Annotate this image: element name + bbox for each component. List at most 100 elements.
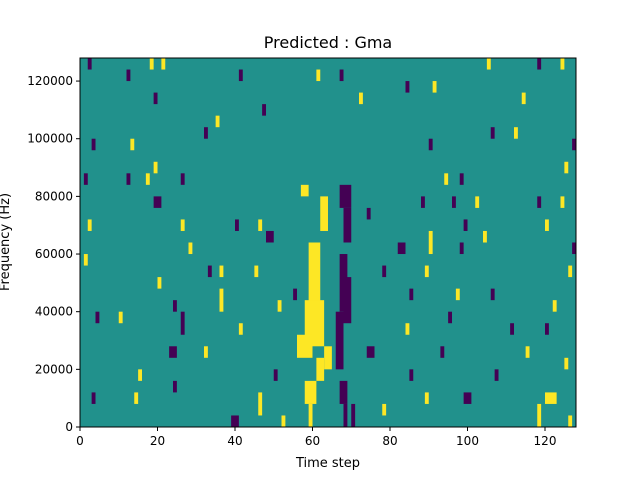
heatmap-cell-negative bbox=[91, 392, 96, 404]
heatmap-cell-positive bbox=[514, 127, 518, 139]
heatmap-cell-positive bbox=[320, 196, 328, 231]
heatmap-cell-positive bbox=[87, 219, 92, 231]
heatmap-cell-positive bbox=[525, 346, 530, 358]
heatmap-cell-positive bbox=[382, 403, 387, 416]
heatmap-cell-positive bbox=[568, 265, 573, 278]
heatmap-cell-negative bbox=[126, 173, 131, 185]
x-tick-label: 0 bbox=[76, 434, 84, 448]
x-tick-label: 120 bbox=[534, 434, 557, 448]
heatmap-cell-positive bbox=[444, 173, 449, 185]
heatmap-cell-positive bbox=[486, 58, 491, 70]
y-tick-label: 0 bbox=[65, 420, 73, 434]
heatmap-cell-negative bbox=[87, 58, 92, 70]
heatmap-cell-negative bbox=[537, 58, 542, 70]
chart-title: Predicted : Gma bbox=[264, 33, 392, 52]
heatmap-cell-positive bbox=[316, 357, 325, 381]
heatmap-cell-negative bbox=[339, 380, 348, 404]
heatmap-cell-positive bbox=[545, 219, 549, 231]
heatmap-cell-negative bbox=[545, 323, 549, 335]
heatmap-cell-positive bbox=[432, 81, 437, 93]
heatmap-cell-negative bbox=[382, 265, 387, 278]
heatmap-cell-positive bbox=[560, 196, 565, 208]
heatmap-cell-negative bbox=[91, 138, 96, 151]
heatmap-cell-negative bbox=[366, 346, 375, 358]
heatmap-cell-negative bbox=[207, 265, 212, 278]
heatmap-cell-negative bbox=[173, 300, 177, 312]
heatmap-cell-positive bbox=[254, 265, 259, 278]
heatmap-cell-positive bbox=[180, 219, 185, 231]
heatmap-cell-negative bbox=[153, 92, 158, 105]
heatmap-cell-positive bbox=[118, 311, 123, 324]
heatmap-cell-negative bbox=[537, 196, 542, 208]
heatmap-cell-positive bbox=[564, 357, 569, 370]
heatmap-cell-positive bbox=[277, 300, 282, 312]
heatmap-cell-negative bbox=[180, 311, 185, 335]
heatmap-cell-positive bbox=[153, 161, 158, 174]
heatmap-cell-positive bbox=[537, 403, 542, 427]
y-tick-label: 80000 bbox=[35, 189, 73, 203]
heatmap-cell-negative bbox=[95, 311, 100, 324]
heatmap-cell-negative bbox=[459, 242, 464, 255]
heatmap-cell-negative bbox=[428, 138, 433, 151]
heatmap-cell-negative bbox=[273, 369, 278, 381]
heatmap-background bbox=[80, 58, 576, 427]
heatmap-cell-negative bbox=[351, 403, 356, 427]
heatmap-cell-positive bbox=[297, 334, 313, 358]
heatmap-cell-positive bbox=[359, 92, 363, 105]
heatmap-cell-negative bbox=[366, 207, 371, 220]
y-tick-label: 20000 bbox=[35, 362, 73, 376]
heatmap-cell-negative bbox=[204, 127, 208, 139]
x-tick-label: 60 bbox=[305, 434, 320, 448]
heatmap-cell-positive bbox=[161, 58, 166, 70]
heatmap-cell-negative bbox=[343, 207, 352, 243]
heatmap-cell-positive bbox=[83, 254, 88, 266]
heatmap-cells bbox=[83, 58, 576, 427]
heatmap-cell-negative bbox=[339, 184, 352, 208]
heatmap-cell-positive bbox=[149, 58, 154, 70]
heatmap-cell-positive bbox=[215, 115, 220, 128]
heatmap-cell-positive bbox=[545, 392, 557, 404]
x-axis-ticks: 0 20 40 60 80 100 120 bbox=[76, 427, 556, 448]
heatmap-cell-negative bbox=[83, 173, 88, 185]
heatmap-cell-negative bbox=[339, 69, 344, 82]
heatmap-cell-positive bbox=[568, 415, 573, 427]
heatmap-cell-negative bbox=[409, 369, 414, 381]
heatmap-cell-positive bbox=[455, 288, 460, 301]
heatmap-cell-positive bbox=[552, 300, 557, 312]
heatmap-cell-negative bbox=[463, 219, 468, 231]
heatmap-cell-negative bbox=[459, 173, 464, 185]
heatmap-cell-negative bbox=[494, 369, 499, 381]
heatmap-cell-positive bbox=[281, 415, 286, 427]
heatmap-cell-negative bbox=[293, 288, 298, 301]
heatmap-cell-positive bbox=[424, 265, 429, 278]
heatmap-cell-negative bbox=[238, 69, 243, 82]
heatmap-cell-positive bbox=[564, 161, 569, 174]
y-tick-label: 120000 bbox=[27, 74, 73, 88]
heatmap-cell-positive bbox=[138, 369, 143, 381]
heatmap-cell-positive bbox=[308, 242, 321, 312]
x-tick-label: 100 bbox=[456, 434, 479, 448]
heatmap-cell-positive bbox=[300, 184, 309, 197]
heatmap-cell-negative bbox=[510, 323, 515, 335]
heatmap-cell-negative bbox=[490, 127, 495, 139]
heatmap-cell-negative bbox=[335, 311, 344, 370]
heatmap-cell-negative bbox=[448, 311, 453, 324]
x-tick-label: 20 bbox=[150, 434, 165, 448]
y-tick-label: 60000 bbox=[35, 247, 73, 261]
y-tick-label: 40000 bbox=[35, 305, 73, 319]
x-tick-label: 40 bbox=[227, 434, 242, 448]
heatmap-cell-negative bbox=[153, 196, 162, 208]
heatmap-cell-positive bbox=[560, 58, 565, 70]
heatmap-cell-negative bbox=[463, 392, 472, 404]
heatmap-cell-positive bbox=[134, 392, 139, 404]
heatmap-cell-positive bbox=[145, 173, 150, 185]
heatmap-cell-negative bbox=[572, 138, 576, 151]
heatmap-cell-negative bbox=[126, 69, 131, 82]
heatmap-cell-negative bbox=[421, 196, 425, 208]
heatmap-cell-positive bbox=[188, 242, 193, 255]
heatmap-cell-negative bbox=[231, 415, 239, 427]
heatmap-cell-negative bbox=[343, 277, 352, 324]
heatmap-cell-positive bbox=[483, 230, 487, 243]
heatmap-cell-negative bbox=[343, 403, 348, 427]
